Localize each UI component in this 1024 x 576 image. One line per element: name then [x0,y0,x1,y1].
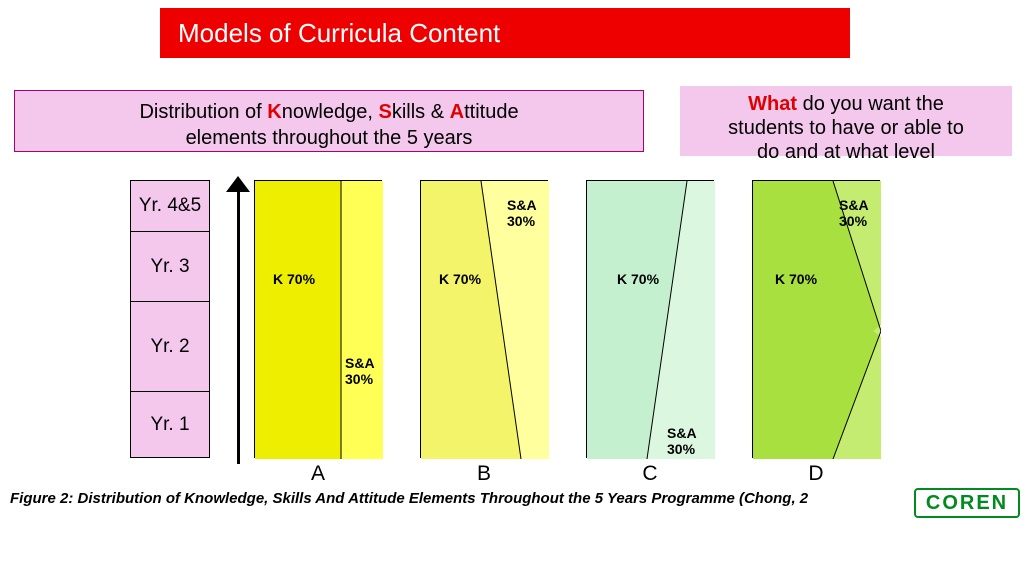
model-letter-D: D [752,462,880,486]
subtitle-left-box: Distribution of Knowledge, Skills & Atti… [14,90,644,152]
subtitle-right-box: What do you want the students to have or… [680,86,1012,156]
year-box-1: Yr. 3 [130,232,210,302]
subtitle-left-line2: elements throughout the 5 years [186,127,473,149]
subtitle-left-line1: Distribution of Knowledge, Skills & Atti… [139,101,518,123]
model-C: K 70% S&A 30% [586,180,714,458]
model-A: K 70% S&A 30% [254,180,382,458]
year-box-2: Yr. 2 [130,302,210,392]
model-letter-A: A [254,462,382,486]
year-box-0: Yr. 4&5 [130,180,210,232]
k-label: K 70% [273,271,315,287]
year-box-3: Yr. 1 [130,392,210,458]
sa-label: S&A 30% [345,355,375,387]
vertical-arrow [226,176,250,464]
k-label: K 70% [775,271,817,287]
title-banner: Models of Curricula Content [160,8,850,58]
sa-label: S&A 30% [839,197,869,229]
model-letter-C: C [586,462,714,486]
k-label: K 70% [439,271,481,287]
figure-caption: Figure 2: Distribution of Knowledge, Ski… [10,490,808,507]
k-label: K 70% [617,271,659,287]
year-column: Yr. 4&5Yr. 3Yr. 2Yr. 1 [130,180,210,458]
title-text: Models of Curricula Content [178,18,500,48]
sa-label: S&A 30% [667,425,697,457]
model-D: K 70% S&A 30% [752,180,880,458]
model-letter-B: B [420,462,548,486]
subtitle-right-line3: do and at what level [757,141,935,163]
model-B: K 70% S&A 30% [420,180,548,458]
coren-logo: COREN [914,488,1020,518]
sa-label: S&A 30% [507,197,537,229]
subtitle-right-line2: students to have or able to [728,117,964,139]
subtitle-right-line1: What do you want the [748,93,944,115]
